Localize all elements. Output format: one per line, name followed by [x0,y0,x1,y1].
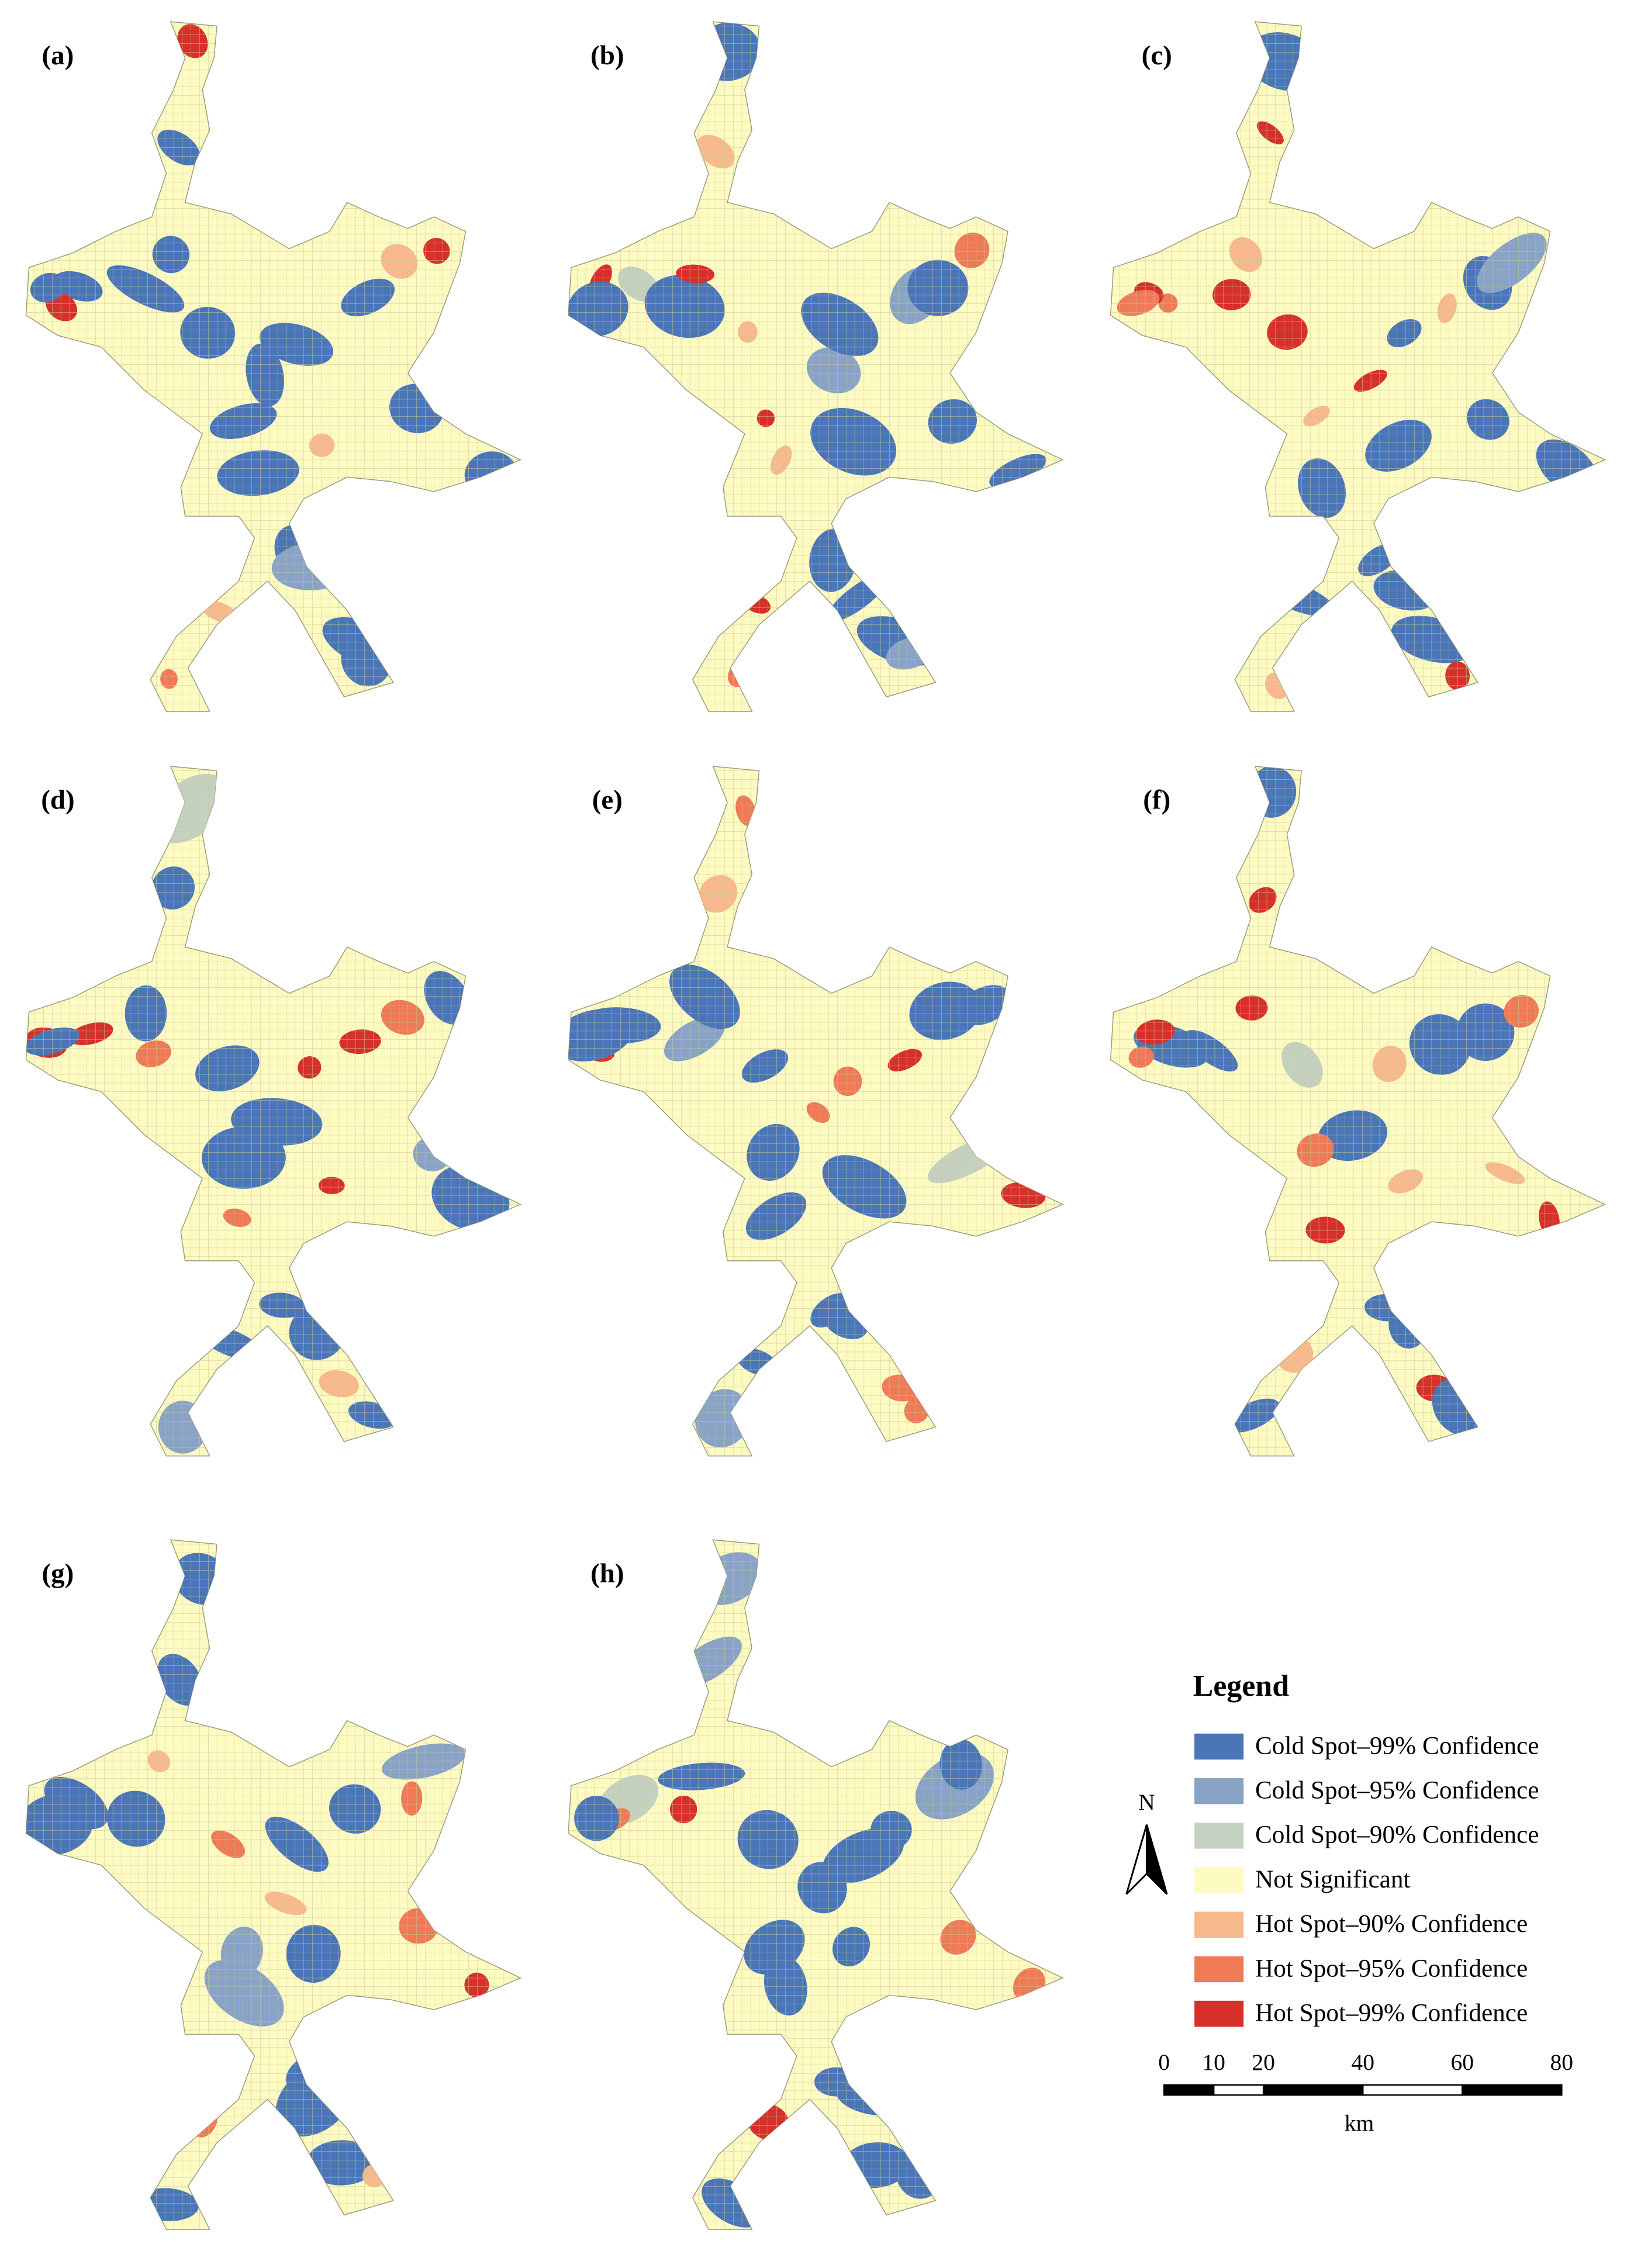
legend-swatch [1194,1733,1244,1760]
legend-label: Cold Spot–99% Confidence [1255,1731,1539,1759]
cell-grid [568,766,1063,1456]
scale-unit: km [1345,2110,1374,2136]
legend-label: Cold Spot–95% Confidence [1255,1776,1539,1804]
map-panel: (f) [1110,765,1606,1457]
legend-label: Not Significant [1255,1865,1411,1893]
legend-label: Cold Spot–90% Confidence [1255,1821,1539,1849]
legend-swatch [1194,1867,1244,1893]
cell-grid [568,22,1063,711]
panel-label: (e) [592,785,623,815]
scale-tick-label: 60 [1450,2049,1474,2075]
scale-tick-label: 40 [1351,2049,1374,2075]
map-panel: (g) [25,1539,521,2231]
cell-grid [26,1540,521,2230]
map-panel: (h) [567,1539,1064,2231]
scale-segment [1462,2084,1563,2096]
legend-swatch [1194,1778,1244,1804]
panel-label: (c) [1142,40,1172,71]
scale-segment [1262,2084,1364,2096]
panel-label: (a) [42,40,74,71]
scale-tick-label: 20 [1252,2049,1275,2075]
cell-grid [26,22,521,711]
map-panel: (e) [567,765,1064,1457]
legend-title: Legend [1193,1669,1290,1703]
cell-grid [26,766,521,1456]
north-label: N [1138,1789,1155,1815]
cell-grid [568,1540,1063,2230]
map-panel: (a) [25,20,521,713]
scale-segment [1212,2084,1265,2096]
north-arrow [1125,1824,1148,1895]
panel-label: (f) [1143,785,1170,815]
scale-tick-label: 0 [1158,2049,1170,2075]
panel-label: (b) [590,40,624,71]
panel-label: (d) [41,785,74,815]
map-panel: (d) [25,765,521,1457]
legend-swatch [1194,1911,1244,1938]
map-panel: (c) [1110,20,1606,713]
legend-label: Hot Spot–95% Confidence [1255,1954,1528,1982]
map-panel: (b) [567,20,1064,713]
legend-swatch [1194,1823,1244,1849]
cell-grid [1110,766,1605,1456]
panel-label: (g) [42,1558,74,1589]
north-arrow [1145,1824,1168,1895]
scale-tick-label: 80 [1550,2049,1574,2075]
legend-swatch [1194,2000,1244,2027]
scale-segment [1362,2084,1463,2096]
legend-label: Hot Spot–99% Confidence [1255,1999,1528,2027]
panel-label: (h) [590,1558,624,1589]
legend-label: Hot Spot–90% Confidence [1255,1910,1528,1938]
scale-segment [1163,2084,1215,2096]
cell-grid [1110,22,1605,711]
legend-swatch [1194,1956,1244,1983]
scale-tick-label: 10 [1202,2049,1225,2075]
